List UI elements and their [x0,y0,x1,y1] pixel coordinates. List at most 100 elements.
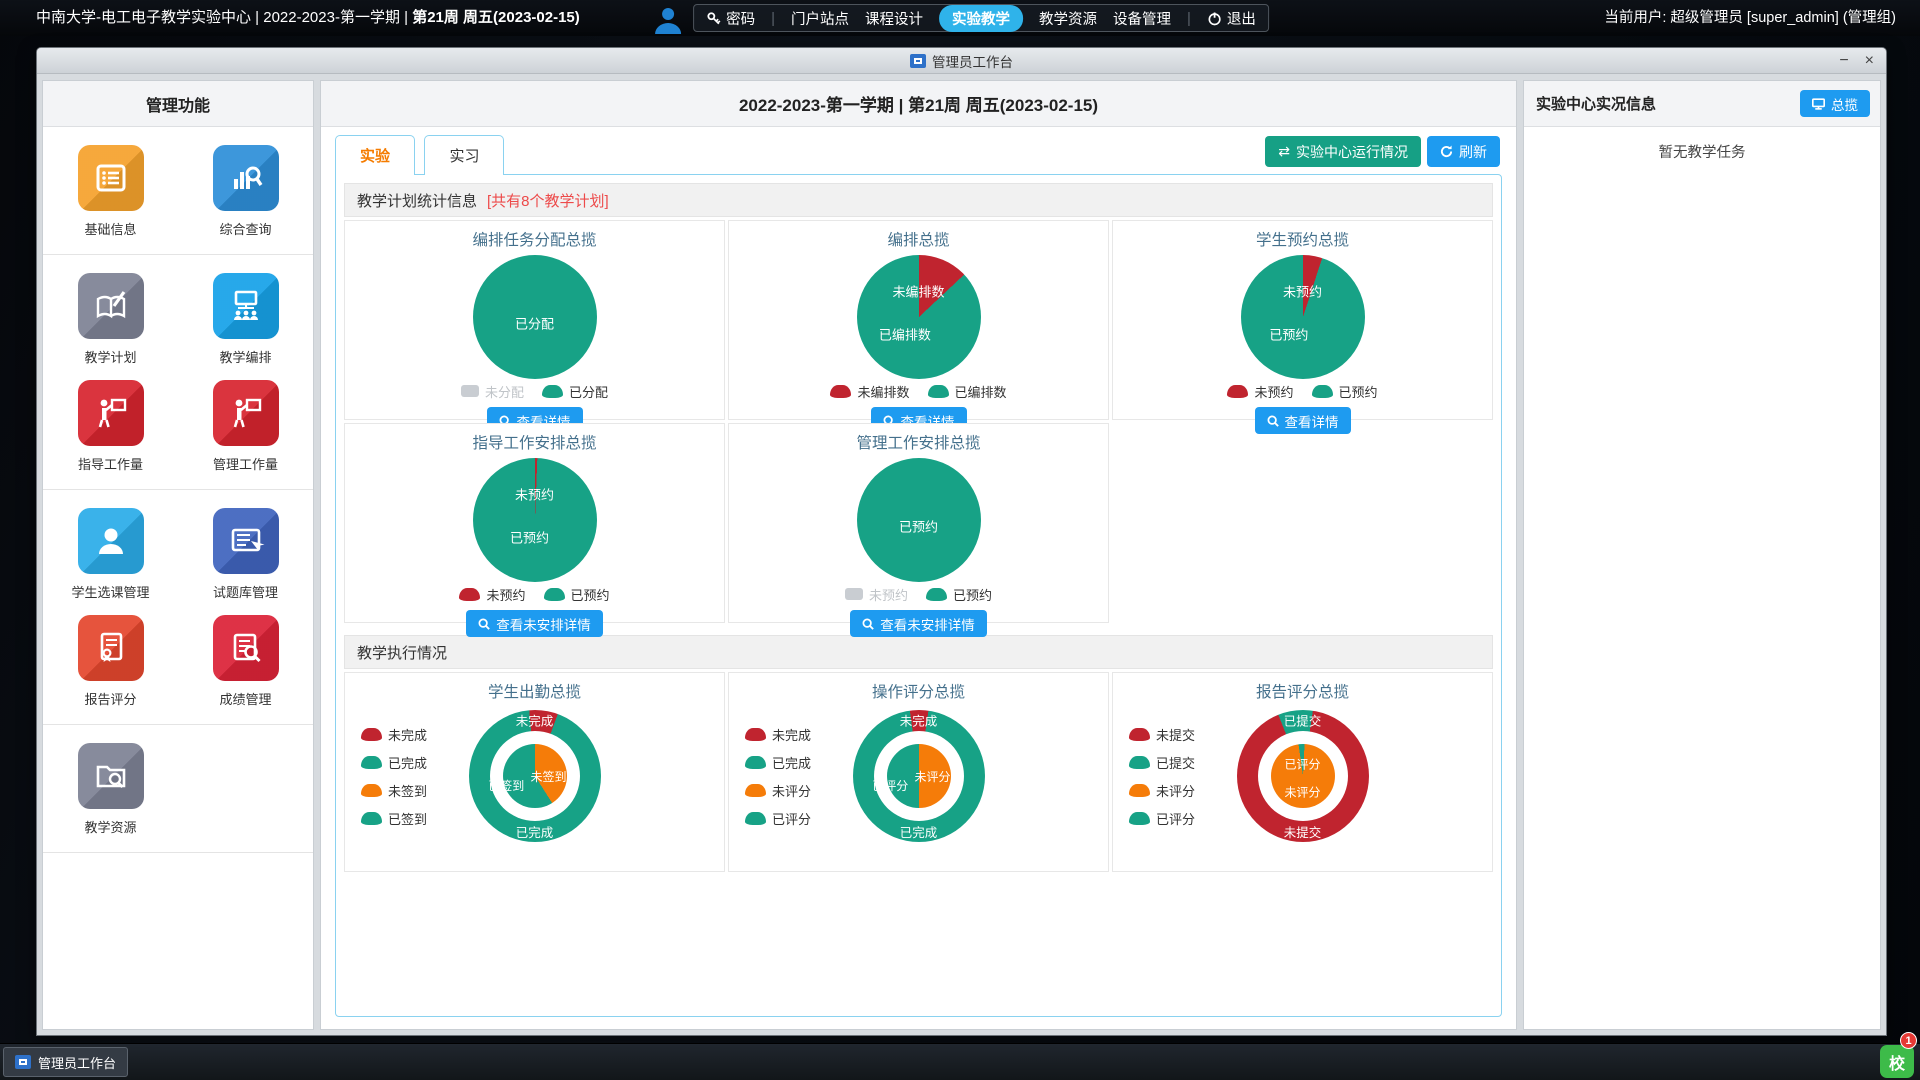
legend-item[interactable]: 未预约 [459,585,526,604]
shuffle-icon: ⇄ [1278,143,1290,159]
tab-content: 教学计划统计信息 [共有8个教学计划] 编排任务分配总揽 已分配 未分配 [335,174,1502,1017]
tab-practice[interactable]: 实习 [424,135,505,175]
sidebar-item-guidance-workload[interactable]: 指导工作量 [43,374,178,479]
tray-icon-school[interactable]: 校 1 [1880,1032,1917,1078]
close-button[interactable]: × [1864,52,1874,69]
legend-item[interactable]: 已评分 [745,809,811,828]
sidebar-item-management-workload[interactable]: 管理工作量 [178,374,313,479]
center-status-button[interactable]: ⇄ 实验中心运行情况 [1265,136,1421,167]
window-titlebar[interactable]: 管理员工作台 − × [37,48,1886,74]
sidebar-item-teaching-plan[interactable]: 教学计划 [43,267,178,372]
legend-item[interactable]: 已完成 [361,753,427,772]
legend-item[interactable]: 未评分 [1129,781,1195,800]
magnifier-icon [1267,415,1279,427]
legend-item[interactable]: 未预约 [1227,382,1294,401]
toolbar: ⇄ 实验中心运行情况 刷新 [1265,136,1500,167]
legend-item[interactable]: 未评分 [745,781,811,800]
plan-cards-row-1: 编排任务分配总揽 已分配 未分配 已分配 查看详情 [344,220,1493,434]
top-nav: 密码 | 门户站点 课程设计 实验教学 教学资源 设备管理 | 退出 [651,0,1269,36]
execution-cards-row: 学生出勤总揽 未完成 已完成 未签到 已签到 未 [344,672,1493,872]
minimize-button[interactable]: − [1839,52,1849,69]
section-title: 教学计划统计信息 [357,192,478,210]
legend-item[interactable]: 已预约 [1311,382,1378,401]
magnifier-icon [478,618,491,630]
system-top-bar: 中南大学-电工电子教学实验中心 | 2022-2023-第一学期 | 第21周 … [0,0,1920,36]
user-avatar-icon[interactable] [651,2,685,34]
view-unarranged-details-button[interactable]: 查看未安排详情 [466,610,603,637]
view-details-button[interactable]: 查看详情 [1254,407,1351,434]
view-unarranged-details-button[interactable]: 查看未安排详情 [850,610,987,637]
chart-title: 编排任务分配总揽 [472,232,597,249]
center-breadcrumb: 中南大学-电工电子教学实验中心 | 2022-2023-第一学期 | 第21周 … [36,0,580,36]
chart-title: 学生预约总揽 [1255,232,1349,249]
legend-item[interactable]: 已完成 [745,753,811,772]
legend-item[interactable]: 已签到 [361,809,427,828]
chart-title: 管理工作安排总揽 [856,435,981,452]
section-title: 教学执行情况 [357,644,448,662]
nav-item-logout[interactable]: 退出 [1207,8,1256,29]
refresh-button[interactable]: 刷新 [1427,136,1500,167]
key-icon [707,11,721,24]
legend-item[interactable]: 已预约 [543,585,610,604]
taskbar-button-workbench[interactable]: 管理员工作台 [3,1047,129,1077]
chart-legend: 未编排数 已编排数 [729,382,1108,400]
sidebar-item-teaching-resources[interactable]: 教学资源 [43,737,178,842]
overview-button[interactable]: 总揽 [1800,90,1870,117]
nav-item-portal[interactable]: 门户站点 [791,11,849,28]
semester-text: 中南大学-电工电子教学实验中心 | 2022-2023-第一学期 | [36,9,413,26]
pie-chart-manage-work: 已预约 [856,458,981,582]
magnifier-icon [862,618,875,630]
sidebar-item-grade-management[interactable]: 成绩管理 [178,609,313,714]
refresh-icon [1440,145,1453,158]
nav-item-course-design[interactable]: 课程设计 [865,11,923,28]
legend-item[interactable]: 未完成 [361,725,427,744]
legend-item[interactable]: 已提交 [1129,753,1195,772]
nav-separator: | [1187,9,1191,27]
section-execution-header: 教学执行情况 [344,635,1493,669]
nav-item-teaching-resources[interactable]: 教学资源 [1039,11,1097,28]
nav-item-password[interactable]: 密码 [706,8,755,29]
taskbar: 管理员工作台 校 1 [0,1032,1920,1080]
monitor-icon [1812,97,1825,110]
book-pencil-icon [77,273,144,339]
sidebar-item-teaching-arrangement[interactable]: 教学编排 [178,267,313,372]
legend-item[interactable]: 未编排数 [830,382,910,401]
sidebar-item-student-course-selection[interactable]: 学生选课管理 [43,502,178,607]
legend-item[interactable]: 未签到 [361,781,427,800]
sidebar-group-4: 教学资源 [43,725,313,853]
empty-card-slot [1112,423,1493,623]
chart-legend: 未完成 已完成 未评分 已评分 [745,725,811,828]
sidebar-item-comprehensive-query[interactable]: 综合查询 [178,139,313,244]
legend-item[interactable]: 已评分 [1129,809,1195,828]
chart-title: 指导工作安排总揽 [472,435,597,452]
current-user-text: 当前用户: 超级管理员 [super_admin] (管理组) [1604,10,1896,26]
sidebar-item-basic-info[interactable]: 基础信息 [43,139,178,244]
chart-card-manage-work-arrange: 管理工作安排总揽 已预约 未预约 已预约 查看未安排详情 [728,423,1109,637]
donut-chart-operation-score: 未完成 已完成 未评分 已评分 [852,710,985,842]
live-info-title: 实验中心实况信息 [1536,96,1657,113]
nav-separator: | [771,9,775,27]
legend-item[interactable]: 未完成 [745,725,811,744]
donut-chart-attendance: 未完成 已完成 未签到 已签到 [468,710,601,842]
admin-workbench-window: 管理员工作台 − × 管理功能 基础信息 [37,48,1886,1035]
window-app-icon [910,53,926,68]
legend-item[interactable]: 未预约 [844,585,908,604]
legend-item[interactable]: 已分配 [542,382,608,401]
legend-item[interactable]: 已预约 [926,585,992,604]
chart-title: 操作评分总揽 [871,684,965,701]
chart-card-arrange-task-assign: 编排任务分配总揽 已分配 未分配 已分配 查看详情 [344,220,725,434]
legend-item[interactable]: 未提交 [1129,725,1195,744]
legend-item[interactable]: 已编排数 [927,382,1007,401]
nav-item-experiment-teaching-active[interactable]: 实验教学 [939,4,1023,32]
nav-item-equipment-management[interactable]: 设备管理 [1113,11,1171,28]
sidebar-group-2: 教学计划 教学编排 指导工作量 [43,255,313,490]
legend-item[interactable]: 未分配 [460,382,524,401]
sidebar-group-1: 基础信息 综合查询 [43,127,313,255]
tab-experiment[interactable]: 实验 [335,135,416,178]
chart-legend: 未预约 已预约 [1113,382,1492,400]
sidebar-item-question-bank[interactable]: 试题库管理 [178,502,313,607]
pie-chart-arrange-task-assign: 已分配 [472,255,597,379]
sidebar-item-report-grading[interactable]: 报告评分 [43,609,178,714]
report-seal-icon [77,615,144,681]
